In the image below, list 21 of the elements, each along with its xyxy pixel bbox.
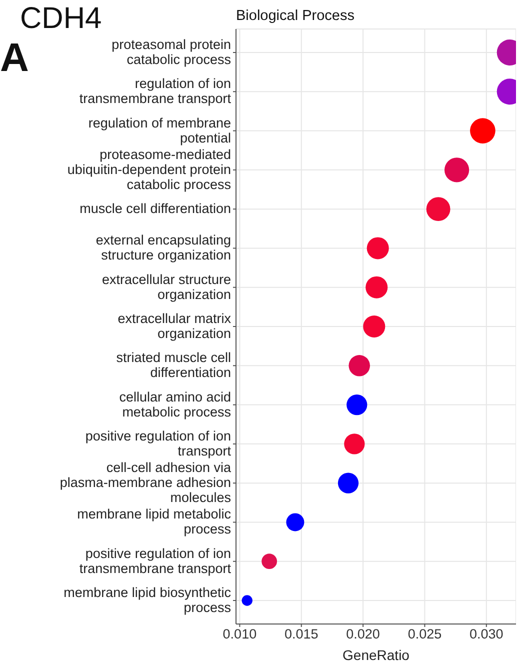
chart-title: Biological Process (236, 8, 354, 24)
x-tick-label: 0.030 (470, 626, 504, 642)
y-tick-label: external encapsulating structure organization (96, 232, 231, 262)
y-tick-label: membrane lipid biosynthetic process (64, 584, 232, 615)
y-tick-label: proteasomal protein catabolic process (112, 36, 232, 67)
y-tick-label: positive regulation of ion transmembrane transport (79, 545, 232, 576)
y-tick-label: muscle cell differentiation (80, 200, 231, 216)
y-tick-label: proteasome-mediated ubiquitin-dependent protein catabolic process (67, 146, 232, 192)
text: A (0, 36, 29, 81)
y-tick-label: cellular amino acid metabolic process (119, 388, 232, 419)
y-tick-label: extracellular matrix organization (118, 310, 232, 341)
x-tick-label: 0.010 (222, 626, 257, 642)
x-axis-title: GeneRatio (342, 647, 410, 663)
x-tick-label: 0.015 (284, 626, 318, 642)
y-tick-label: regulation of ion transmembrane transport (79, 76, 232, 106)
x-tick-label: 0.020 (346, 626, 380, 642)
text: CDH4 (20, 2, 102, 36)
x-tick-label: 0.025 (408, 626, 442, 642)
y-tick-label: striated muscle cell differentiation (116, 350, 231, 380)
y-tick-label: membrane lipid metabolic process (77, 506, 232, 536)
y-tick-label: extracellular structure organization (102, 271, 231, 302)
